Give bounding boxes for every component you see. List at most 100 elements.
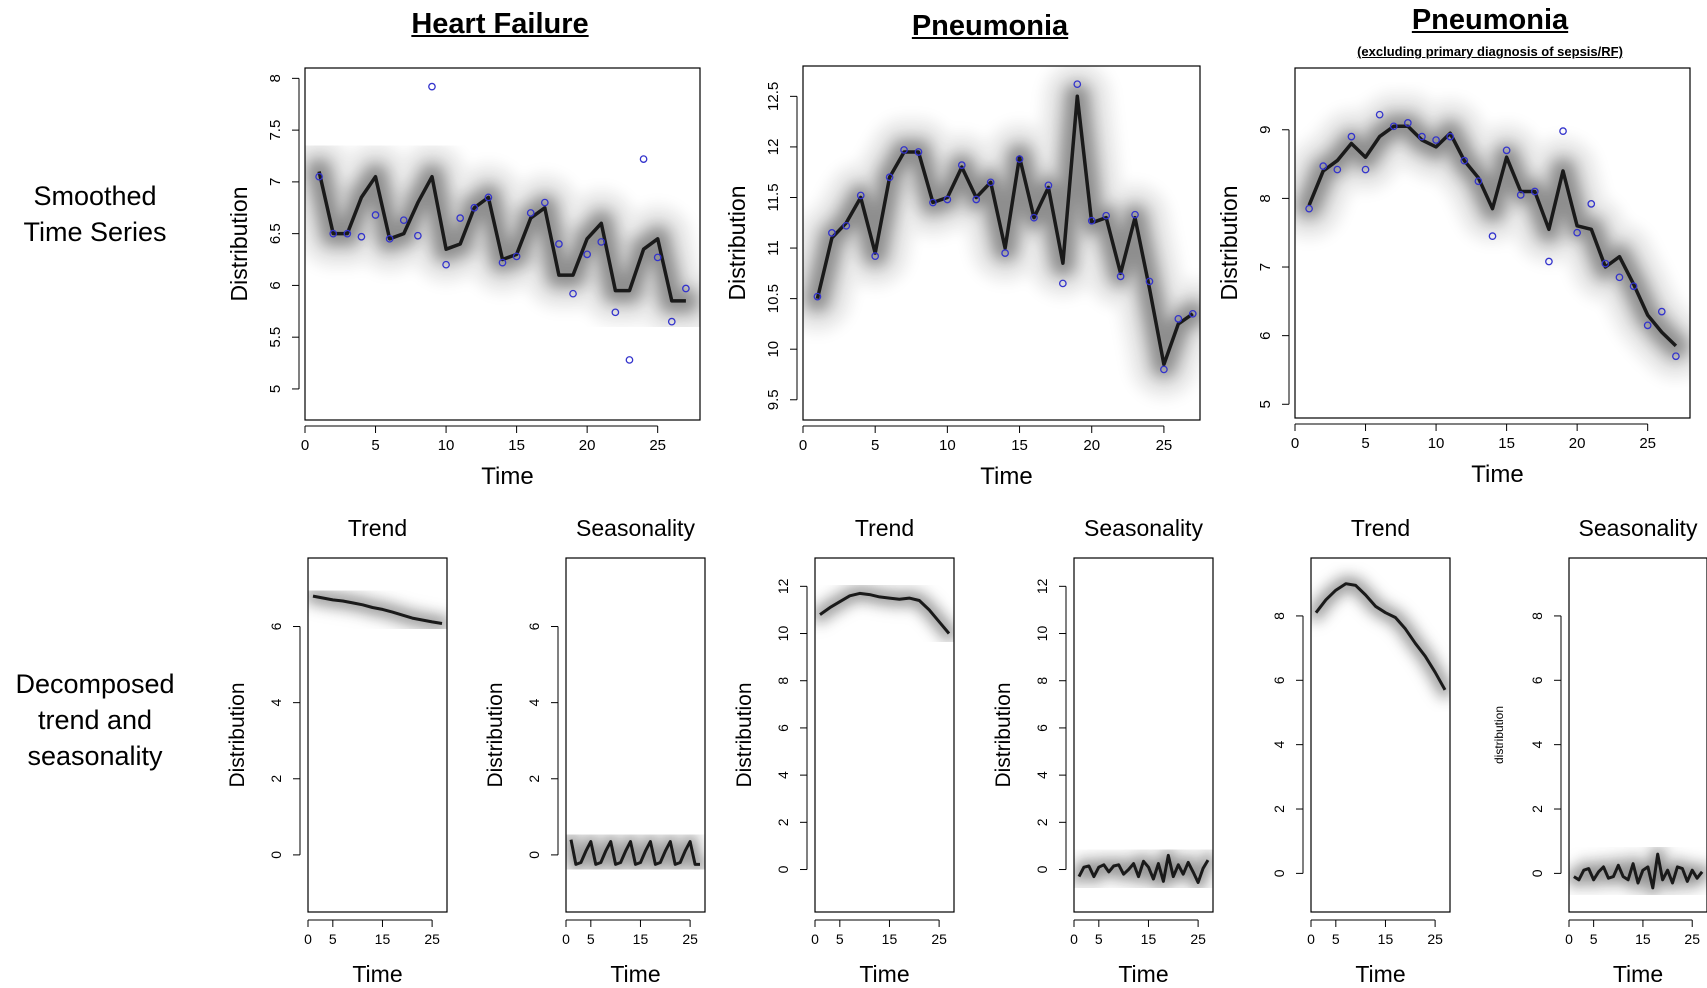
x-axis-label: Time bbox=[1118, 961, 1168, 987]
data-point bbox=[1587, 200, 1596, 208]
plot-frame bbox=[1073, 557, 1214, 913]
plot-frame bbox=[1294, 67, 1691, 419]
plot-region bbox=[308, 582, 447, 638]
row-label-decomposed: Decomposed trend and seasonality bbox=[0, 666, 190, 774]
data-point bbox=[526, 209, 535, 217]
data-point bbox=[540, 198, 549, 207]
x-tick-label: 15 bbox=[1011, 437, 1028, 454]
y-axis-label: Distribution bbox=[733, 682, 756, 787]
y-tick-label: 0 bbox=[1271, 869, 1287, 877]
data-point bbox=[871, 252, 880, 260]
y-tick-label: 2 bbox=[268, 775, 284, 783]
x-tick-label: 10 bbox=[438, 437, 455, 454]
data-point bbox=[498, 258, 507, 267]
plot-frame bbox=[1310, 557, 1451, 913]
y-tick-label: 0 bbox=[1034, 865, 1050, 873]
y-tick-label: 5 bbox=[1257, 400, 1274, 408]
panel-title-heart-failure: Heart Failure bbox=[411, 8, 589, 40]
x-tick-label: 5 bbox=[1361, 435, 1369, 452]
x-tick-label: 0 bbox=[562, 931, 570, 947]
x-tick-label: 25 bbox=[649, 437, 666, 454]
chart-panel-0: 0 5 10 15 20 25 Time 5 5.5 6 6.5 7 7.5 8 Distribution bbox=[226, 67, 701, 490]
x-tick-label: 15 bbox=[882, 931, 898, 947]
y-axis-label: Distribution bbox=[226, 186, 252, 301]
data-point bbox=[1347, 132, 1356, 141]
data-point bbox=[512, 252, 521, 261]
data-point bbox=[1030, 213, 1038, 222]
chart-panel-8: 0 5 15 25 Time 0 2 4 6 8 distribution Seasonality bbox=[1492, 515, 1707, 987]
data-point bbox=[639, 155, 648, 163]
y-tick-label: 4 bbox=[1271, 741, 1287, 749]
y-tick-label: 5.5 bbox=[267, 327, 284, 348]
panel-subplot-title: Seasonality bbox=[1579, 515, 1698, 541]
data-point bbox=[569, 289, 577, 298]
series-line bbox=[569, 839, 700, 866]
y-tick-label: 8 bbox=[1271, 612, 1287, 620]
data-point bbox=[813, 292, 822, 301]
data-point bbox=[1488, 232, 1497, 240]
x-tick-label: 25 bbox=[1156, 437, 1173, 454]
x-axis-label: Time bbox=[1613, 961, 1663, 987]
x-tick-label: 10 bbox=[1428, 435, 1445, 452]
data-point bbox=[1333, 165, 1342, 174]
y-tick-label: 6 bbox=[1271, 676, 1287, 684]
data-point bbox=[1073, 80, 1082, 89]
series-line bbox=[1307, 124, 1678, 348]
data-point bbox=[856, 191, 865, 200]
x-tick-label: 5 bbox=[1332, 931, 1340, 947]
series-line bbox=[312, 594, 443, 625]
data-point bbox=[1474, 177, 1483, 186]
plot-region bbox=[1295, 91, 1690, 381]
data-point bbox=[1672, 352, 1680, 361]
x-tick-label: 0 bbox=[304, 931, 312, 947]
x-tick-label: 15 bbox=[1498, 435, 1515, 452]
x-tick-label: 10 bbox=[939, 437, 956, 454]
x-tick-label: 20 bbox=[1569, 435, 1586, 452]
data-point bbox=[1530, 187, 1539, 196]
data-point bbox=[1643, 321, 1652, 330]
x-tick-label: 0 bbox=[1565, 931, 1573, 947]
data-point bbox=[1460, 156, 1469, 165]
plot-region bbox=[566, 825, 705, 879]
data-point bbox=[1446, 132, 1455, 141]
data-point bbox=[1389, 122, 1398, 131]
series-line bbox=[819, 591, 951, 635]
plot-region bbox=[305, 82, 700, 364]
x-tick-label: 15 bbox=[1635, 931, 1651, 947]
data-point bbox=[470, 203, 479, 212]
panel-subplot-title: Trend bbox=[1351, 515, 1410, 541]
x-tick-label: 5 bbox=[836, 931, 844, 947]
y-tick-label: 4 bbox=[268, 699, 284, 707]
panel-subtitle: (excluding primary diagnosis of sepsis/R… bbox=[1357, 44, 1623, 59]
data-point bbox=[484, 193, 493, 202]
x-tick-label: 25 bbox=[931, 931, 947, 947]
data-point bbox=[1102, 211, 1111, 220]
data-point bbox=[1418, 132, 1426, 141]
x-axis-label: Time bbox=[859, 961, 909, 987]
data-point bbox=[1404, 119, 1412, 127]
x-tick-label: 0 bbox=[811, 931, 819, 947]
y-tick-label: 4 bbox=[526, 699, 542, 707]
y-tick-label: 7 bbox=[1257, 263, 1274, 271]
x-tick-label: 25 bbox=[1684, 931, 1700, 947]
data-point bbox=[972, 195, 981, 204]
data-point bbox=[1502, 146, 1511, 155]
data-point bbox=[597, 238, 606, 246]
x-tick-label: 25 bbox=[1639, 435, 1656, 452]
y-tick-label: 0 bbox=[268, 851, 284, 859]
data-point bbox=[315, 172, 323, 181]
row-label-line: Decomposed bbox=[15, 669, 175, 699]
data-point bbox=[1629, 282, 1638, 291]
x-tick-label: 5 bbox=[871, 437, 879, 454]
y-tick-label: 2 bbox=[1529, 805, 1545, 813]
data-point bbox=[1601, 259, 1610, 268]
plot-frame bbox=[802, 65, 1201, 421]
y-tick-label: 0 bbox=[1529, 869, 1545, 877]
data-point bbox=[682, 284, 690, 293]
y-tick-label: 4 bbox=[1034, 771, 1050, 779]
row-label-line: Smoothed bbox=[33, 181, 157, 211]
data-point bbox=[1573, 228, 1581, 237]
x-tick-label: 5 bbox=[1095, 931, 1103, 947]
panel-subplot-title: Seasonality bbox=[576, 515, 695, 541]
plot-region bbox=[803, 66, 1200, 400]
